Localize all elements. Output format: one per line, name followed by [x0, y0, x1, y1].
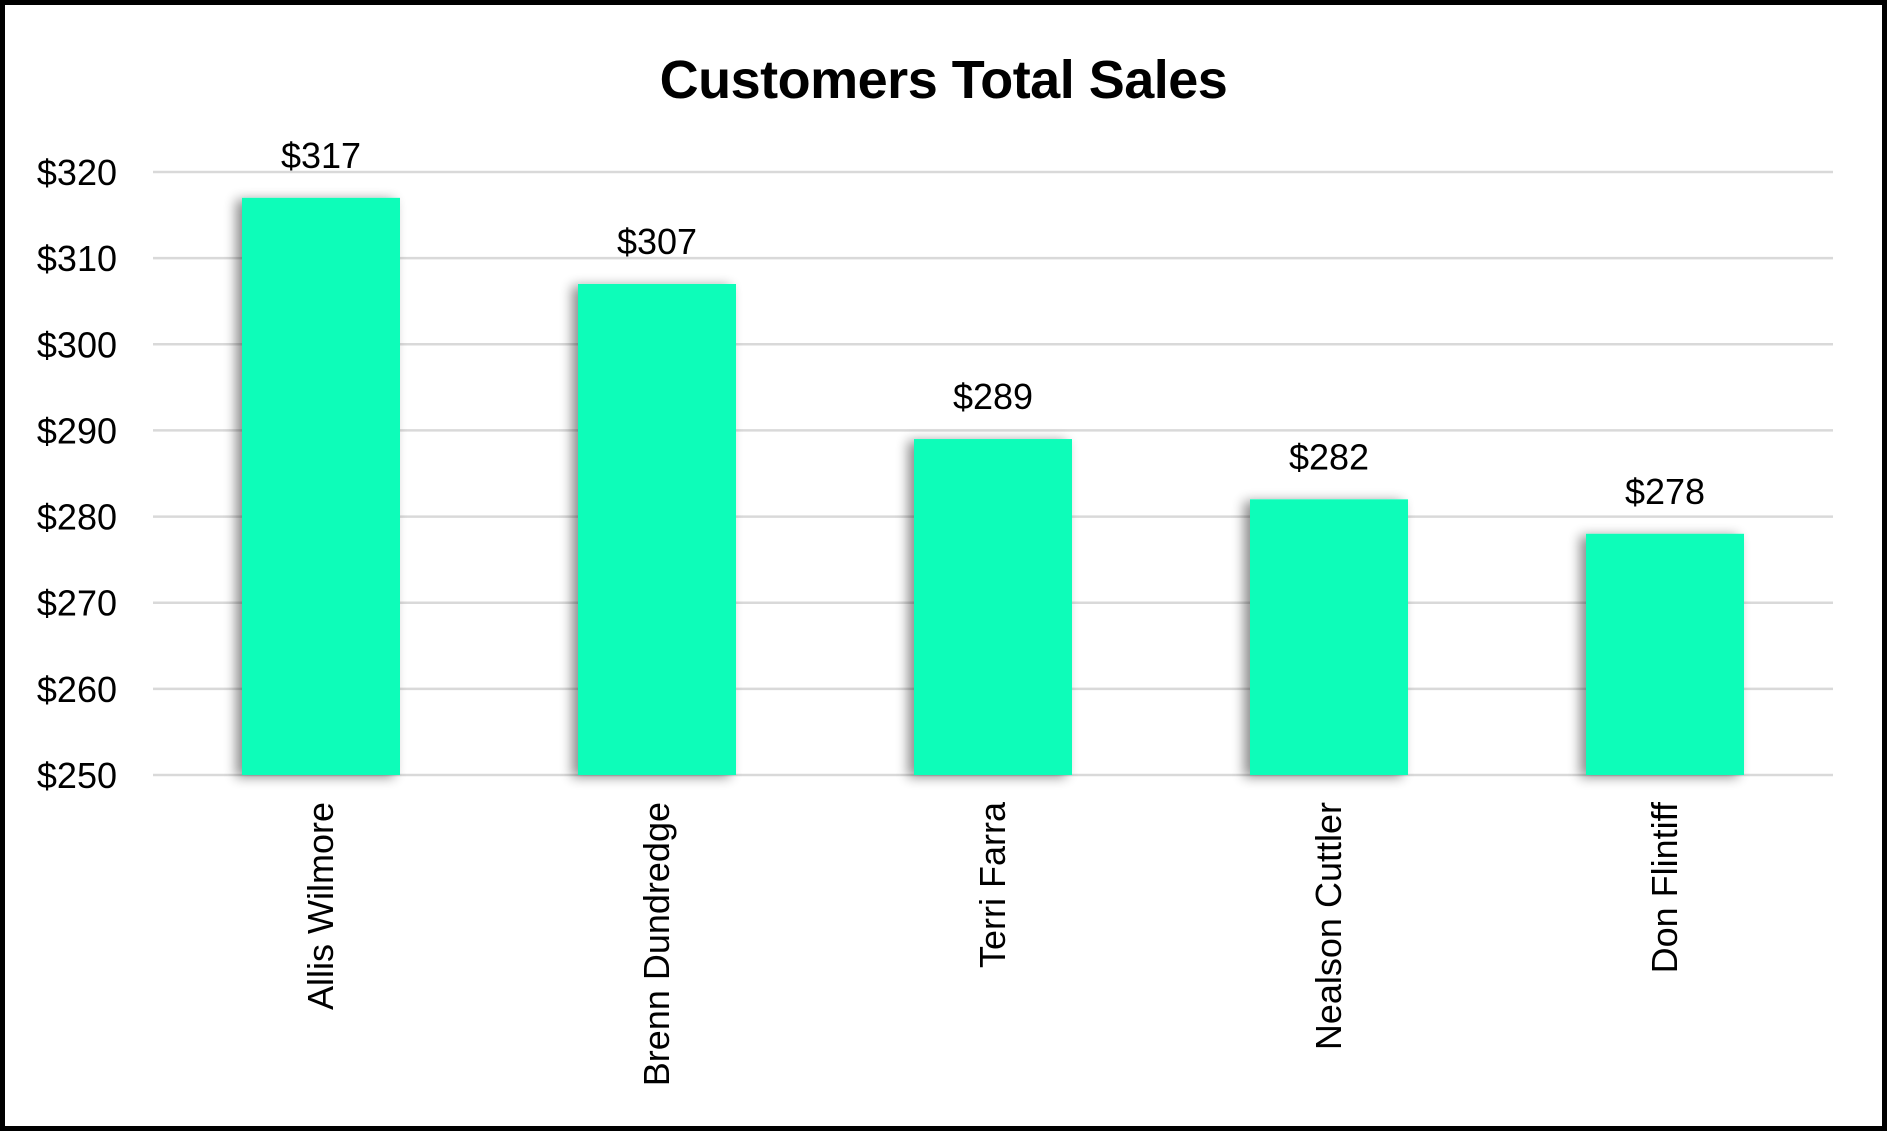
bar — [914, 439, 1072, 775]
data-label: $289 — [953, 376, 1033, 417]
data-label: $317 — [281, 135, 361, 176]
y-tick-label: $260 — [37, 669, 117, 710]
bar — [578, 283, 736, 775]
bars — [242, 197, 1744, 776]
y-tick-label: $250 — [37, 755, 117, 796]
x-tick-label: Nealson Cuttler — [1308, 802, 1349, 1050]
bar — [242, 197, 400, 776]
y-tick-label: $290 — [37, 410, 117, 451]
y-tick-label: $300 — [37, 324, 117, 365]
bar — [1250, 499, 1408, 775]
data-label: $282 — [1289, 436, 1369, 477]
x-tick-label: Allis Wilmore — [300, 802, 341, 1010]
y-tick-label: $310 — [37, 238, 117, 279]
data-label: $278 — [1625, 471, 1705, 512]
x-tick-label: Brenn Dundredge — [636, 802, 677, 1086]
y-axis-tick-labels: $250 $260 $270 $280 $290 $300 $310 $320 — [37, 152, 117, 796]
y-tick-label: $270 — [37, 583, 117, 624]
x-axis-tick-labels: Allis Wilmore Brenn Dundredge Terri Farra N… — [300, 801, 1685, 1086]
x-tick-label: Terri Farra — [972, 801, 1013, 968]
data-label: $307 — [617, 221, 697, 262]
y-tick-label: $280 — [37, 497, 117, 538]
bar — [1586, 533, 1744, 775]
y-tick-label: $320 — [37, 152, 117, 193]
chart-title: Customers Total Sales — [659, 50, 1228, 110]
x-tick-label: Don Flintiff — [1644, 801, 1685, 973]
data-labels: $317 $307 $289 $282 $278 — [281, 135, 1705, 512]
